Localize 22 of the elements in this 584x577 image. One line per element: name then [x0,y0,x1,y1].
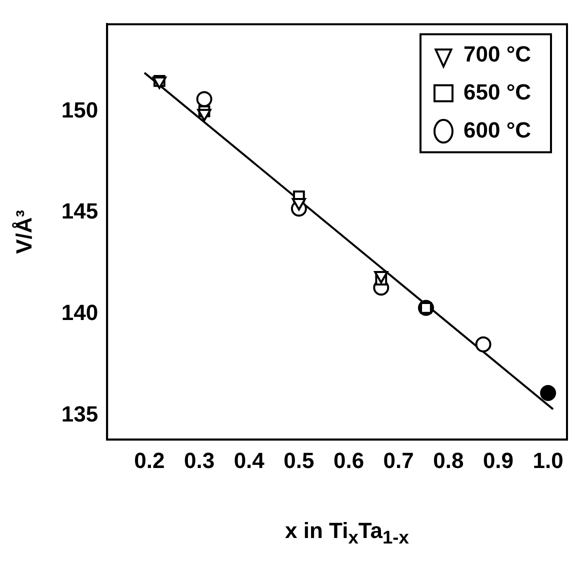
point [540,384,556,401]
x-tick-label: 0.9 [482,448,514,473]
point [196,91,212,108]
point [475,336,492,352]
y-tick-label: 135 [61,401,98,426]
x-axis-title: x in Ti$_{x}$Ta$_{1-x}$ [284,518,410,548]
x-tick-label: 0.2 [134,448,165,473]
x-tick-label: 0.6 [333,448,364,473]
x-tick-label: 0.3 [184,448,215,473]
y-tick-label: 150 [61,97,98,122]
legend-label: 600 °C [463,117,532,142]
x-tick-label: 0.5 [284,448,314,473]
legend-label: 650 °C [463,79,532,104]
x-tick-label: 0.4 [234,448,266,473]
legend-label: 700 °C [463,41,532,66]
x-tick-label: 0.7 [383,448,414,473]
y-tick-label: 140 [61,300,98,326]
point [197,108,212,122]
x-tick-label: 0.8 [433,448,464,473]
x-tick-label: 1.0 [532,448,564,473]
y-axis-title: V/Å³ [11,210,36,254]
y-tick-label: 145 [61,198,98,224]
